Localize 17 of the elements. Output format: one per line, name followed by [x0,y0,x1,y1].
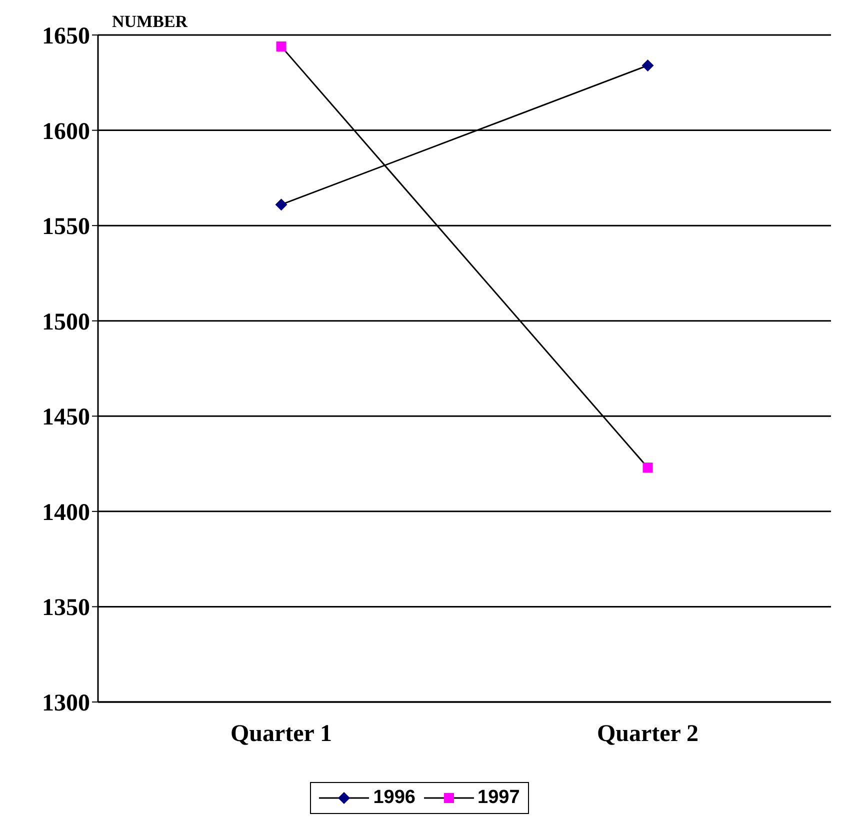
y-tick-label: 1600 [42,118,90,145]
y-axis-title: NUMBER [112,12,188,32]
y-tick-label: 1350 [42,595,90,622]
y-tick-label: 1450 [42,404,90,431]
legend-label: 1996 [372,787,416,809]
point [276,41,286,52]
point [275,198,288,211]
x-tick-label: Quarter 2 [596,721,699,748]
point [642,462,653,473]
y-tick-label: 1550 [42,214,90,240]
y-tick-label: 1650 [42,24,90,50]
y-tick-label: 1300 [42,690,90,717]
y-tick-label: 1500 [42,309,90,336]
legend-label: 1997 [476,787,520,809]
point [642,59,654,72]
y-tick-label: 1400 [42,500,90,526]
x-tick-label: Quarter 1 [230,721,332,748]
